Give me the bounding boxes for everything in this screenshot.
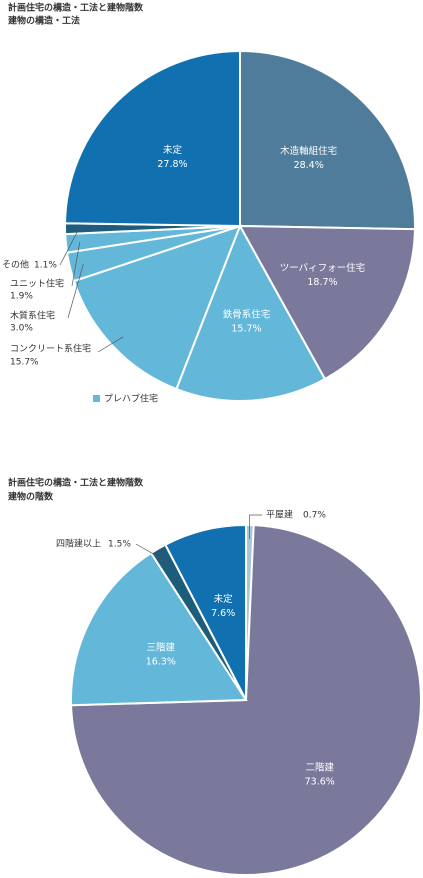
slice-value-label: 15.7% [10, 358, 39, 368]
slice-label: コンクリート系住宅 [10, 343, 91, 355]
slice-value-label: 73.6% [305, 776, 335, 787]
slice-value-label: 15.7% [231, 324, 261, 335]
slice-value-label: 3.0% [10, 324, 33, 334]
leader-line [97, 336, 124, 353]
leader-line [67, 263, 84, 319]
pie-slice [64, 49, 241, 228]
slice-value-label: 1.5% [108, 540, 131, 550]
slice-value-label: 27.8% [157, 159, 187, 170]
slice-label: 平屋建 [266, 509, 293, 521]
pie-slice [164, 523, 247, 701]
slice-label: その他 [2, 259, 29, 271]
slice-value-label: 0.7% [303, 511, 326, 521]
slice-label: ユニット住宅 [10, 278, 64, 290]
slice-label: 三階建 [147, 642, 176, 654]
slice-value-label: 18.7% [307, 277, 337, 288]
chart-title: 計画住宅の構造・工法と建物階数 [8, 477, 144, 489]
leader-line [135, 543, 166, 562]
pie-slice [239, 49, 416, 231]
slice-label: 二階建 [305, 761, 334, 773]
slice-label: 未定 [214, 593, 234, 605]
slice-value-label: 1.9% [10, 292, 33, 302]
pie-slice [175, 223, 327, 402]
slice-value-label: 7.6% [211, 608, 235, 619]
slice-label: 木質系住宅 [10, 310, 55, 322]
leader-line [71, 241, 81, 287]
chart-subtitle: 建物の構造・工法 [8, 15, 80, 27]
pie-slice [70, 551, 248, 707]
pie-slice [238, 224, 416, 381]
leader-line [249, 514, 262, 540]
pie-slice [72, 224, 242, 391]
slice-label: 鉄骨系住宅 [223, 309, 271, 321]
slice-value-label: 1.1% [34, 261, 57, 271]
slice-label: 木造軸組住宅 [280, 145, 337, 157]
legend-label: プレハブ住宅 [104, 393, 158, 405]
slice-label: 未定 [163, 144, 183, 156]
chart-subtitle: 建物の階数 [8, 491, 54, 503]
leader-line [59, 228, 80, 266]
chart-title: 計画住宅の構造・工法と建物階数 [8, 2, 144, 14]
legend-swatch [93, 395, 100, 402]
slice-value-label: 16.3% [146, 657, 176, 668]
slice-label: 四階建以上 [56, 538, 101, 550]
slice-value-label: 28.4% [294, 160, 324, 171]
slice-label: ツーバィフォー住宅 [280, 262, 365, 274]
